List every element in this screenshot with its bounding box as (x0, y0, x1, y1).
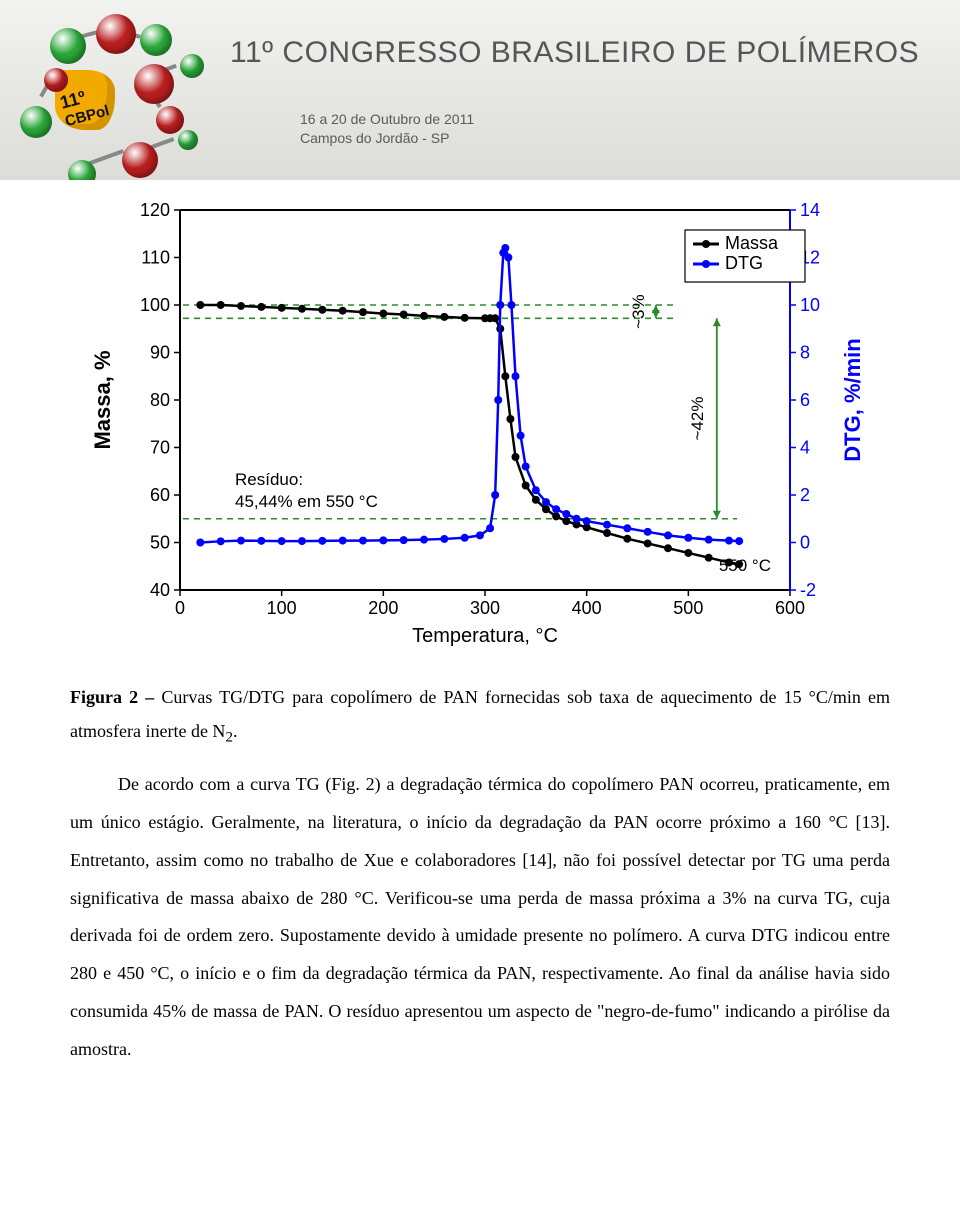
svg-text:~42%: ~42% (688, 397, 707, 441)
svg-text:6: 6 (800, 390, 810, 410)
mol-atom (156, 106, 184, 134)
svg-text:2: 2 (800, 485, 810, 505)
conference-title: 11º CONGRESSO BRASILEIRO DE POLÍMEROS (230, 36, 919, 70)
conference-place: Campos do Jordão - SP (300, 130, 449, 146)
svg-text:DTG, %/min: DTG, %/min (840, 338, 865, 461)
mol-atom (50, 28, 86, 64)
mol-atom (44, 68, 68, 92)
svg-text:60: 60 (150, 485, 170, 505)
svg-text:0: 0 (175, 598, 185, 618)
svg-text:70: 70 (150, 438, 170, 458)
svg-text:300: 300 (470, 598, 500, 618)
svg-text:80: 80 (150, 390, 170, 410)
mol-atom (68, 160, 96, 180)
svg-text:45,44% em 550 °C: 45,44% em 550 °C (235, 492, 378, 511)
svg-text:110: 110 (141, 248, 170, 268)
caption-lead: Figura 2 – (70, 687, 154, 707)
svg-text:90: 90 (150, 343, 170, 363)
svg-text:100: 100 (267, 598, 297, 618)
svg-text:DTG: DTG (725, 253, 763, 273)
svg-text:4: 4 (800, 438, 810, 458)
tg-dtg-chart: 0100200300400500600Temperatura, °C405060… (70, 200, 890, 660)
chart-svg: 0100200300400500600Temperatura, °C405060… (70, 200, 890, 660)
svg-text:Massa, %: Massa, % (90, 350, 115, 449)
svg-text:400: 400 (572, 598, 602, 618)
svg-text:500: 500 (673, 598, 703, 618)
caption-subscript: 2 (225, 730, 233, 746)
body-paragraph: De acordo com a curva TG (Fig. 2) a degr… (70, 766, 890, 1068)
conference-subtitle: 16 a 20 de Outubro de 2011 Campos do Jor… (300, 110, 474, 148)
conference-date: 16 a 20 de Outubro de 2011 (300, 111, 474, 127)
svg-text:600: 600 (775, 598, 805, 618)
svg-text:120: 120 (140, 200, 170, 220)
mol-atom (180, 54, 204, 78)
svg-text:8: 8 (800, 343, 810, 363)
caption-tail: . (233, 721, 238, 741)
svg-text:200: 200 (368, 598, 398, 618)
svg-text:~3%: ~3% (629, 294, 648, 329)
figure-caption: Figura 2 – Curvas TG/DTG para copolímero… (70, 680, 890, 752)
svg-text:50: 50 (150, 533, 170, 553)
svg-text:40: 40 (150, 580, 170, 600)
svg-text:Massa: Massa (725, 233, 779, 253)
mol-atom (134, 64, 174, 104)
svg-text:10: 10 (800, 295, 820, 315)
mol-atom (178, 130, 198, 150)
caption-body: Curvas TG/DTG para copolímero de PAN for… (70, 687, 890, 741)
conference-header: 11º CBPol 11º CONGRESSO BRASILEIRO DE PO… (0, 0, 960, 180)
mol-atom (96, 14, 136, 54)
mol-atom (122, 142, 158, 178)
svg-text:Resíduo:: Resíduo: (235, 470, 303, 489)
svg-text:550 °C: 550 °C (719, 556, 771, 575)
svg-text:Temperatura, °C: Temperatura, °C (412, 625, 558, 647)
svg-text:14: 14 (800, 200, 820, 220)
svg-text:-2: -2 (800, 580, 816, 600)
molecule-logo: 11º CBPol (10, 10, 210, 180)
mol-atom (140, 24, 172, 56)
mol-atom (20, 106, 52, 138)
svg-text:0: 0 (800, 533, 810, 553)
svg-text:100: 100 (140, 295, 170, 315)
page-content: 0100200300400500600Temperatura, °C405060… (0, 180, 960, 1109)
